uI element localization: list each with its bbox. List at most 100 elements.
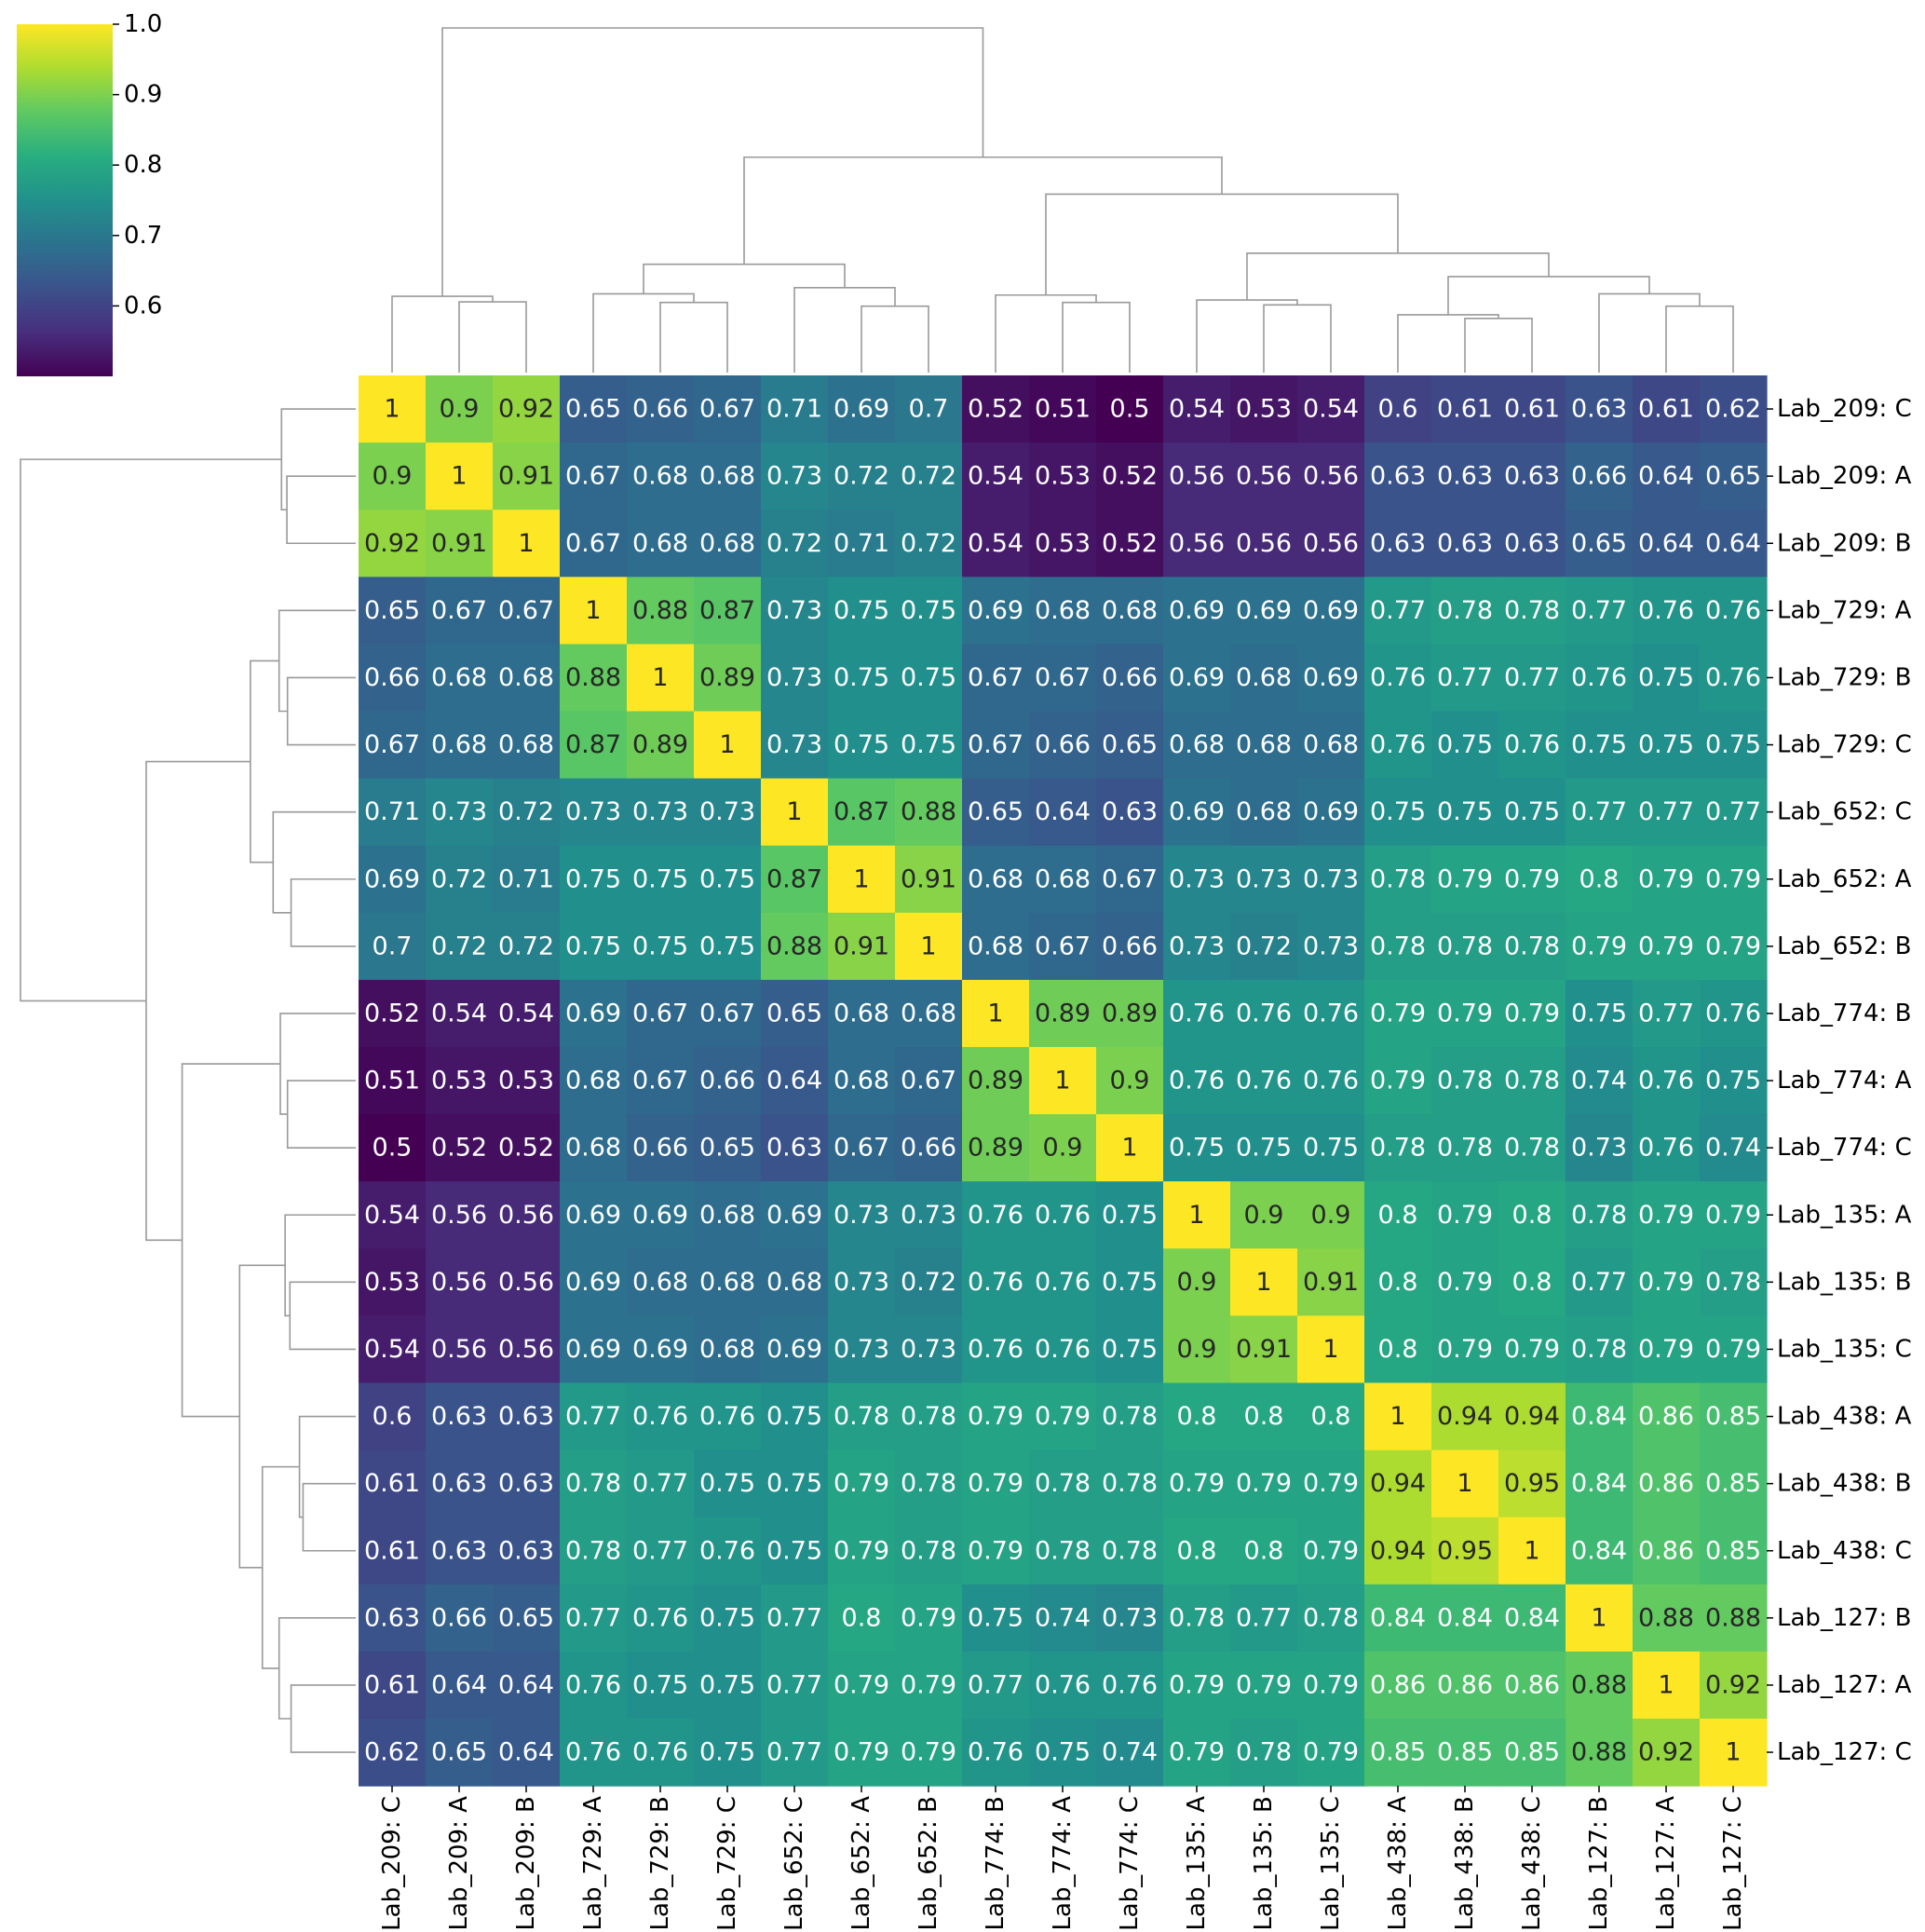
- heatmap-cell: [828, 1181, 896, 1249]
- dendrogram-branch: [1196, 299, 1298, 373]
- cell-value-label: 0.75: [632, 1670, 688, 1699]
- cell-value-label: 0.78: [1370, 1134, 1426, 1163]
- heatmap-cell: [828, 1382, 896, 1451]
- heatmap-cell: [895, 1517, 963, 1585]
- heatmap-cell: [694, 1181, 762, 1249]
- heatmap-cell: [1431, 1047, 1499, 1115]
- cell-value-label: 0.68: [431, 663, 487, 692]
- heatmap-cell: [828, 778, 896, 847]
- dendrogram-branch: [1447, 276, 1650, 315]
- heatmap-cell: [493, 1449, 561, 1518]
- cell-value-label: 0.73: [901, 1335, 956, 1364]
- col-tick-label: Lab_438: B: [1451, 1796, 1479, 1930]
- cell-value-label: 0.61: [364, 1670, 420, 1699]
- heatmap-cell: [694, 577, 762, 645]
- heatmap-cell: [1297, 1382, 1365, 1451]
- heatmap-cell: [1566, 979, 1634, 1048]
- heatmap-cell: [1364, 510, 1432, 578]
- cell-value-label: 0.69: [565, 1335, 621, 1364]
- cell-value-label: 0.77: [968, 1670, 1024, 1699]
- cell-value-label: 0.54: [1303, 395, 1359, 424]
- cell-value-label: 0.64: [1705, 529, 1761, 558]
- row-labels: Lab_209: C Lab_209: A Lab_209: B Lab_729: A…: [1767, 395, 1912, 1766]
- cell-value-label: 0.76: [565, 1670, 621, 1699]
- heatmap-cell: [1297, 644, 1365, 713]
- cell-value-label: 0.9: [1043, 1134, 1083, 1163]
- cell-value-label: 0.68: [498, 730, 554, 759]
- heatmap-cell: [1498, 1114, 1566, 1182]
- cell-value-label: 0.67: [565, 462, 621, 491]
- cell-value-label: 0.8: [1244, 1536, 1284, 1565]
- cell-value-label: 0.79: [1705, 1201, 1761, 1230]
- cell-value-label: 0.78: [901, 1469, 956, 1498]
- heatmap-cell: [627, 1449, 695, 1518]
- cell-value-label: 0.56: [431, 1335, 487, 1364]
- heatmap-cell: [1633, 1047, 1701, 1115]
- heatmap-cell: [1633, 1449, 1701, 1518]
- cell-value-label: 0.78: [1169, 1603, 1225, 1632]
- cell-value-label: 0.92: [364, 529, 420, 558]
- cell-value-label: 0.75: [565, 932, 621, 960]
- cell-value-label: 0.8: [1512, 1268, 1552, 1297]
- heatmap-cell: [1096, 510, 1164, 578]
- cell-value-label: 0.67: [632, 999, 688, 1027]
- cell-value-label: 0.71: [834, 529, 889, 558]
- heatmap-cell: [1297, 1651, 1365, 1720]
- cell-value-label: 0.78: [1571, 1201, 1627, 1230]
- cell-value-label: 0.69: [834, 395, 889, 424]
- cell-value-label: 0.68: [632, 1268, 688, 1297]
- heatmap-cell: [1163, 1651, 1231, 1720]
- heatmap-cell: [627, 845, 695, 914]
- cell-value-label: 0.73: [834, 1268, 889, 1297]
- heatmap-cell: [1163, 644, 1231, 713]
- heatmap-cell: [1096, 1719, 1164, 1787]
- cell-value-label: 0.75: [834, 596, 889, 625]
- col-tick-label: Lab_774: C: [1116, 1796, 1144, 1931]
- cell-value-label: 0.69: [1169, 797, 1225, 826]
- dendrogram-branch: [145, 760, 251, 1242]
- heatmap-cell: [560, 711, 628, 780]
- heatmap-cell: [1163, 1047, 1231, 1115]
- cell-value-label: 0.84: [1571, 1469, 1627, 1498]
- heatmap-cell: [1364, 1382, 1432, 1451]
- cell-value-label: 0.68: [1169, 730, 1225, 759]
- cell-value-label: 0.5: [1110, 395, 1150, 424]
- heatmap-cell: [1431, 1248, 1499, 1316]
- cell-value-label: 0.67: [1102, 864, 1158, 893]
- colorbar-tick-label: 0.8: [124, 151, 162, 179]
- cell-value-label: 0.67: [834, 1134, 889, 1163]
- heatmap-cell: [359, 1517, 427, 1585]
- heatmap-cell: [761, 912, 829, 981]
- cell-value-label: 0.52: [1102, 462, 1158, 491]
- cell-value-label: 0.86: [1638, 1536, 1694, 1565]
- row-dendrogram: [20, 408, 356, 1753]
- heatmap-cell: [493, 1719, 561, 1787]
- cell-value-label: 0.65: [498, 1603, 554, 1632]
- cell-value-label: 1: [987, 999, 1003, 1027]
- dendrogram-branch: [1062, 301, 1131, 373]
- heatmap-cell: [426, 510, 494, 578]
- cell-value-label: 0.68: [1102, 596, 1158, 625]
- heatmap-cell: [895, 979, 963, 1048]
- heatmap-cell: [1431, 1517, 1499, 1585]
- heatmap-cell: [694, 1114, 762, 1182]
- cell-value-label: 0.76: [1035, 1335, 1091, 1364]
- heatmap-cell: [426, 1382, 494, 1451]
- heatmap-cell: [1230, 1517, 1298, 1585]
- heatmap-cell: [962, 845, 1030, 914]
- cell-value-label: 0.63: [1437, 462, 1493, 491]
- heatmap-cell: [1096, 1651, 1164, 1720]
- heatmap-cell: [560, 1047, 628, 1115]
- heatmap-cell: [1297, 711, 1365, 780]
- heatmap-cell: [560, 1651, 628, 1720]
- cell-value-label: 0.95: [1504, 1469, 1560, 1498]
- heatmap-cell: [1431, 979, 1499, 1048]
- heatmap-cell: [1096, 979, 1164, 1048]
- cell-value-label: 0.76: [632, 1603, 688, 1632]
- cell-value-label: 0.76: [1236, 1067, 1292, 1095]
- cell-value-label: 0.76: [1705, 596, 1761, 625]
- heatmap-cell: [1230, 845, 1298, 914]
- heatmap-cell: [627, 1517, 695, 1585]
- heatmap-cell: [761, 442, 829, 510]
- heatmap-cell: [1633, 979, 1701, 1048]
